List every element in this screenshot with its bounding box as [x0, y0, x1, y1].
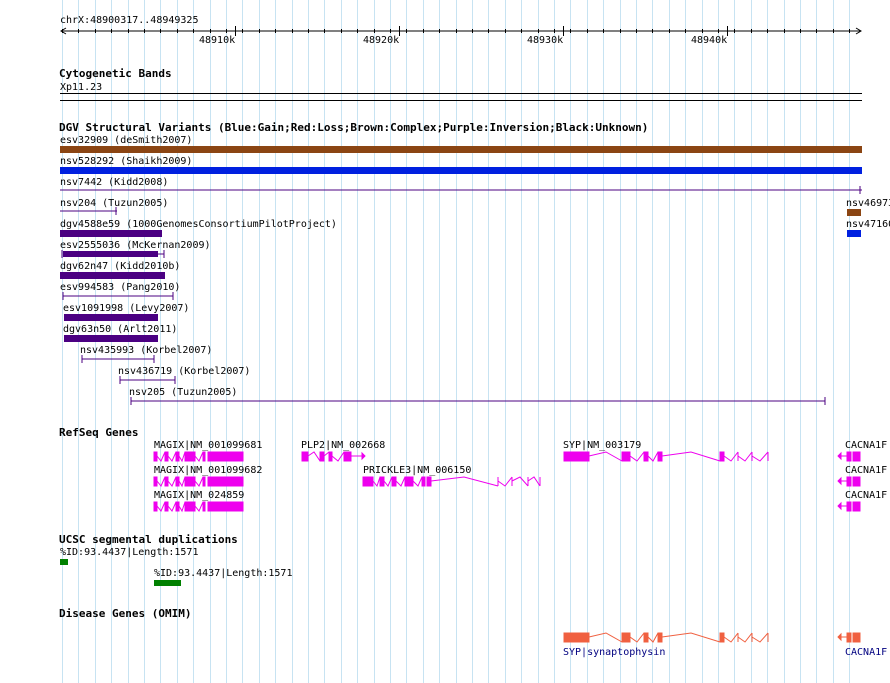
variant-bar-inversion[interactable] [60, 249, 170, 259]
variant-label[interactable]: esv2555036 (McKernan2009) [60, 240, 211, 251]
ruler-tick-label: 48930k [527, 35, 564, 46]
cytoband-bar-top [60, 93, 862, 94]
cytoband-track-title[interactable]: Cytogenetic Bands [59, 67, 172, 80]
variant-label[interactable]: dgv63n50 (Arlt2011) [63, 324, 178, 335]
gene-label[interactable]: PLP2|NM_002668 [301, 440, 386, 451]
variant-line[interactable] [118, 375, 178, 385]
variant-bar-complex[interactable] [60, 146, 862, 153]
variant-label[interactable]: nsv435993 (Korbel2007) [80, 345, 213, 356]
variant-bar-inversion[interactable] [60, 230, 162, 237]
variant-label[interactable]: nsv204 (Tuzun2005) [60, 198, 169, 209]
dgv-track-title[interactable]: DGV Structural Variants (Blue:Gain;Red:L… [59, 121, 649, 134]
omim-track-title[interactable]: Disease Genes (OMIM) [59, 607, 192, 620]
variant-label[interactable]: nsv436719 (Korbel2007) [118, 366, 251, 377]
variant-label-right[interactable]: nsv46973 [846, 198, 890, 209]
variant-bar-gain[interactable] [60, 167, 862, 174]
variant-label[interactable]: esv994583 (Pang2010) [60, 282, 181, 293]
ruler-tick-label: 48910k [199, 35, 236, 46]
refseq-track-title[interactable]: RefSeq Genes [59, 426, 139, 439]
variant-bar-inversion[interactable] [64, 314, 158, 321]
segdup-bar[interactable] [60, 559, 68, 565]
variant-label-right[interactable]: nsv47160 [846, 219, 890, 230]
variant-label[interactable]: nsv528292 (Shaikh2009) [60, 156, 193, 167]
variant-label[interactable]: nsv7442 (Kidd2008) [60, 177, 169, 188]
gene-label[interactable]: PRICKLE3|NM_006150 [363, 465, 472, 476]
omim-link[interactable]: CACNA1F [845, 647, 888, 658]
cytoband-bar-bottom [60, 100, 862, 101]
segdup-label[interactable]: %ID:93.4437|Length:1571 [60, 547, 199, 558]
cytoband-label[interactable]: Xp11.23 [60, 82, 103, 93]
variant-line[interactable] [60, 207, 120, 215]
variant-bar-gain[interactable] [847, 230, 861, 237]
variant-label[interactable]: esv32909 (deSmith2007) [60, 135, 193, 146]
ruler-position-label: chrX:48900317..48949325 [60, 15, 199, 26]
variant-line[interactable] [60, 186, 862, 194]
ruler-tick-label: 48920k [363, 35, 400, 46]
gene-label[interactable]: SYP|NM_003179 [563, 440, 642, 451]
variant-label[interactable]: dgv4588e59 (1000GenomesConsortiumPilotPr… [60, 219, 337, 230]
gene-label[interactable]: MAGIX|NM_001099681 [154, 440, 263, 451]
variant-label[interactable]: esv1091998 (Levy2007) [63, 303, 190, 314]
variant-bar-complex[interactable] [847, 209, 861, 216]
variant-line[interactable] [129, 396, 829, 406]
segdup-track-title[interactable]: UCSC segmental duplications [59, 533, 238, 546]
variant-line[interactable] [60, 291, 180, 301]
gene-label[interactable]: MAGIX|NM_024859 [154, 490, 245, 501]
ruler-axis[interactable] [0, 0, 890, 60]
gene-label[interactable]: CACNA1F [845, 490, 888, 501]
gene-label[interactable]: CACNA1F [845, 465, 888, 476]
variant-line[interactable] [80, 354, 160, 364]
variant-bar-inversion[interactable] [60, 272, 165, 279]
ruler-tick-label: 48940k [691, 35, 728, 46]
variant-bar-inversion[interactable] [64, 335, 158, 342]
gene-label[interactable]: MAGIX|NM_001099682 [154, 465, 263, 476]
variant-label[interactable]: dgv62n47 (Kidd2010b) [60, 261, 181, 272]
gene-label[interactable]: CACNA1F [845, 440, 888, 451]
segdup-label[interactable]: %ID:93.4437|Length:1571 [154, 568, 293, 579]
omim-link[interactable]: SYP|synaptophysin [563, 647, 666, 658]
variant-label[interactable]: nsv205 (Tuzun2005) [129, 387, 238, 398]
segdup-bar[interactable] [154, 580, 181, 586]
